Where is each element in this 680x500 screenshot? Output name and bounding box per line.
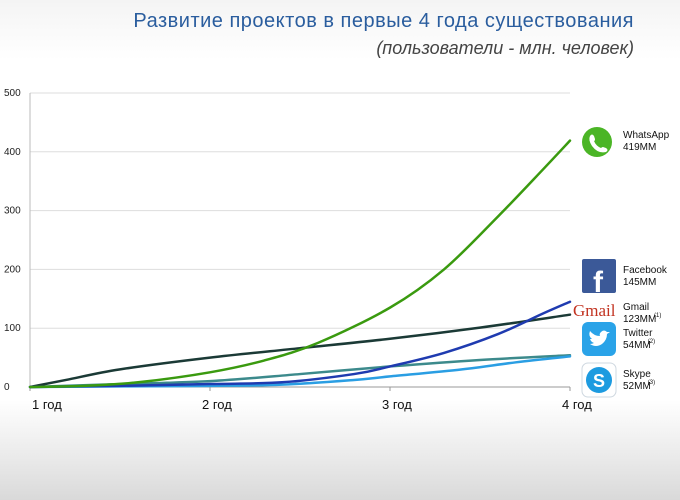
y-tick-label: 500 xyxy=(4,88,21,99)
legend-footnote: (2) xyxy=(648,339,655,345)
legend-label-name: WhatsApp xyxy=(623,130,670,141)
series-line-facebook xyxy=(28,300,572,389)
legend-label-value: 52MM xyxy=(623,381,651,392)
y-axis: 0 100 200 300 400 500 xyxy=(4,88,21,393)
series-line-whatsapp xyxy=(28,139,572,389)
x-tick-label: 2 год xyxy=(202,397,232,412)
skype-circle xyxy=(586,367,612,393)
series-lines xyxy=(28,139,572,389)
chart-title: Развитие проектов в первые 4 года сущест… xyxy=(133,10,634,32)
series-line-gmail xyxy=(28,313,572,389)
y-tick-label: 400 xyxy=(4,147,21,158)
x-tick-label: 1 год xyxy=(32,397,62,412)
y-tick-label: 200 xyxy=(4,264,21,275)
legend-label-name: Twitter xyxy=(623,328,653,339)
skype-glyph: S xyxy=(593,371,605,391)
facebook-icon xyxy=(582,259,616,293)
legend-label-value: 145MM xyxy=(623,277,656,288)
y-tick-label: 0 xyxy=(4,382,10,393)
legend-label-value: 54MM xyxy=(623,340,651,351)
y-tick-label: 300 xyxy=(4,206,21,217)
bird-glyph xyxy=(589,330,610,346)
whatsapp-icon xyxy=(582,127,612,157)
x-tick-label: 4 год xyxy=(562,397,592,412)
legend-label-name: Facebook xyxy=(623,265,668,276)
facebook-glyph: f xyxy=(593,266,604,299)
legend-label-name: Skype xyxy=(623,369,651,380)
legend-footnote: (1) xyxy=(654,313,661,319)
legend-label-name: Gmail xyxy=(623,302,649,313)
x-axis: 1 год 2 год 3 год 4 год xyxy=(29,387,592,412)
chart-subtitle: (пользователи - млн. человек) xyxy=(376,38,634,58)
y-tick-label: 100 xyxy=(4,323,21,334)
grid-lines xyxy=(29,92,570,388)
phone-glyph xyxy=(589,134,608,153)
gmail-icon: Gmail xyxy=(573,301,616,320)
legend-footnote: (3) xyxy=(648,380,655,386)
x-tick-label: 3 год xyxy=(382,397,412,412)
legend-label-value: 123MM xyxy=(623,314,656,325)
legend-label-value: 419MM xyxy=(623,142,656,153)
